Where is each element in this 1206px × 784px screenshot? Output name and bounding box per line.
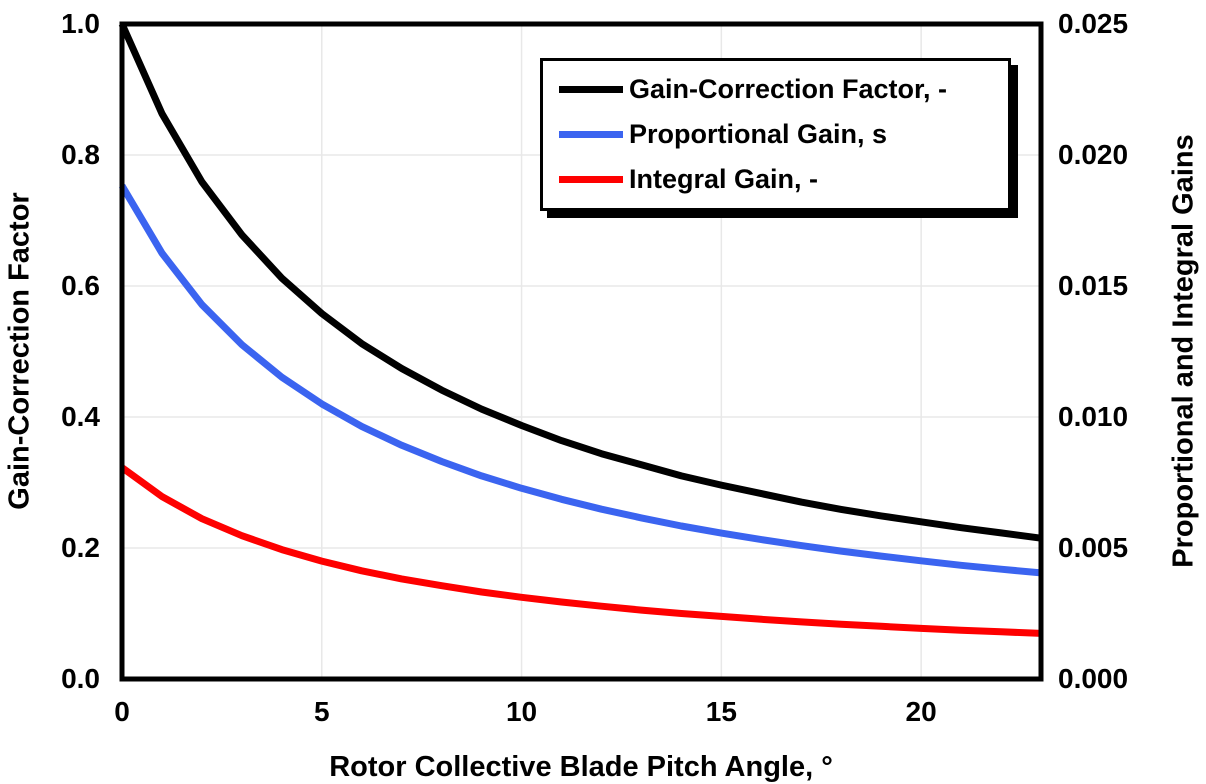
legend-item-0: Gain-Correction Factor, -	[559, 76, 1008, 103]
y-left-tick-label: 0.4	[61, 401, 100, 432]
x-axis-title: Rotor Collective Blade Pitch Angle, °	[329, 751, 833, 783]
series-line-1	[118, 183, 1042, 577]
series-line-0	[118, 22, 1042, 542]
legend-box: Gain-Correction Factor, - Proportional Ga…	[540, 58, 1011, 211]
y-left-tick-label: 0.0	[61, 663, 100, 694]
legend-label: Proportional Gain, s	[629, 119, 888, 149]
y-axis-right-title: Proportional and Integral Gains	[1167, 134, 1200, 568]
y-left-tick-label: 0.8	[61, 139, 100, 170]
plot-frame	[119, 21, 1044, 682]
series-line-2	[119, 464, 1042, 637]
x-tick-label: 20	[905, 696, 937, 727]
x-tick-label: 0	[114, 696, 130, 727]
y-left-tick-label: 0.2	[61, 532, 100, 563]
y-right-tick-label: 0.020	[1058, 139, 1129, 170]
y-left-tick-label: 1.0	[61, 8, 100, 39]
x-tick-label: 10	[505, 696, 538, 727]
y-right-tick-label: 0.015	[1058, 270, 1129, 301]
legend-line-swatch	[559, 176, 623, 183]
y-left-tick-label: 0.6	[61, 270, 100, 301]
legend-label: Integral Gain, -	[629, 164, 819, 194]
x-tick-label: 15	[705, 696, 737, 727]
gain-scheduling-chart: 1.0 0.8 0.6 0.4 0.2 0.0 0.025 0.020 0.015 0.010 0…	[3, 8, 1200, 783]
plot-area	[118, 21, 1044, 682]
legend-line-swatch	[559, 131, 623, 138]
y-right-tick-label: 0.025	[1058, 8, 1129, 39]
legend-line-swatch	[559, 86, 623, 93]
legend-item-1: Proportional Gain, s	[559, 121, 1008, 148]
legend-item-2: Integral Gain, -	[559, 166, 1008, 193]
y-right-tick-label: 0.000	[1058, 663, 1129, 694]
x-tick-label: 5	[313, 696, 330, 727]
y-axis-left-title: Gain-Correction Factor	[3, 192, 36, 510]
legend-label: Gain-Correction Factor, -	[629, 74, 948, 104]
y-right-tick-label: 0.005	[1058, 532, 1129, 563]
y-right-tick-label: 0.010	[1058, 401, 1129, 432]
